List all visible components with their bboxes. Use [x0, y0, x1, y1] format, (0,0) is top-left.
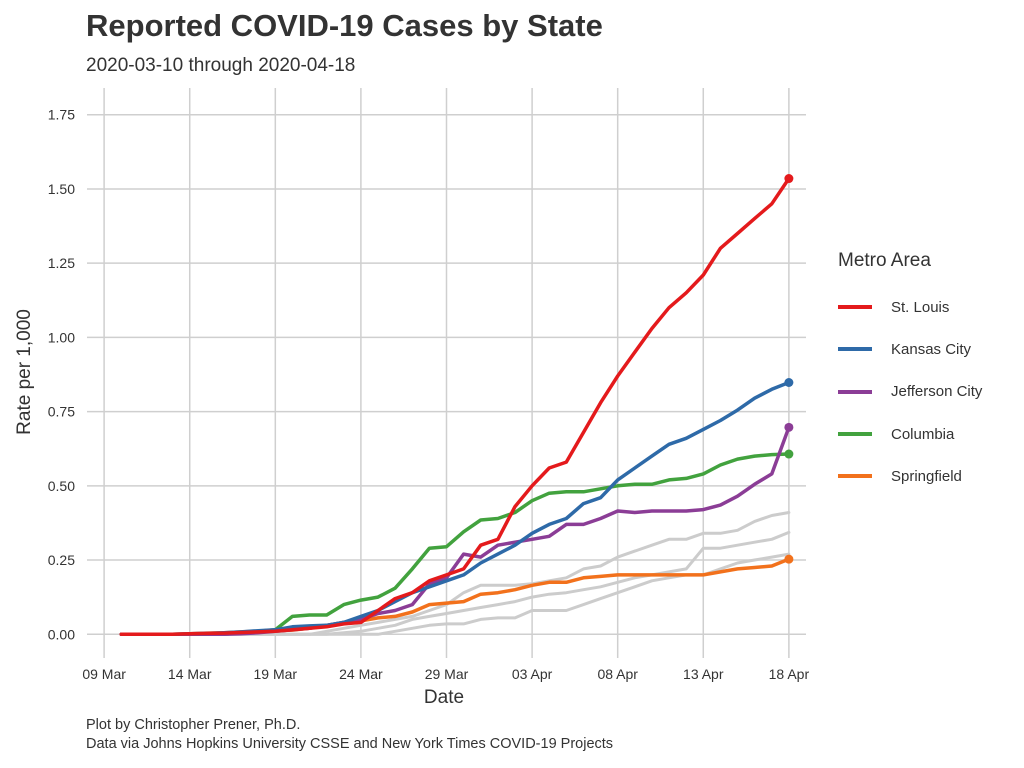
y-tick-label: 1.00: [48, 329, 75, 345]
x-tick-label: 14 Mar: [168, 666, 212, 682]
y-tick-label: 0.00: [48, 626, 75, 642]
x-tick-label: 19 Mar: [254, 666, 298, 682]
series-endpoint-kansas-city: [784, 378, 794, 387]
chart-subtitle: 2020-03-10 through 2020-04-18: [86, 55, 356, 76]
x-tick-label: 13 Apr: [683, 666, 724, 682]
legend-label-columbia: Columbia: [891, 425, 955, 443]
y-tick-label: 0.25: [48, 552, 75, 568]
legend-key-columbia: [838, 432, 872, 437]
y-tick-label: 1.25: [48, 255, 75, 271]
legend-label-jefferson-city: Jefferson City: [891, 383, 983, 401]
legend-title: Metro Area: [838, 250, 931, 271]
series-line-other: [119, 530, 791, 636]
legend-item-springfield: Springfield: [838, 455, 982, 497]
legend-key-springfield: [838, 474, 872, 479]
x-tick-label: 09 Mar: [82, 666, 126, 682]
chart-title: Reported COVID-19 Cases by State: [86, 8, 603, 43]
y-tick-label: 1.75: [48, 107, 75, 123]
legend-item-st-louis: St. Louis: [838, 286, 982, 328]
series-line-kansas-city: [119, 380, 791, 637]
series-line-st-louis: [119, 176, 791, 637]
legend-item-columbia: Columbia: [838, 413, 982, 455]
x-tick-label: 03 Apr: [512, 666, 553, 682]
y-tick-label: 0.75: [48, 404, 75, 420]
legend-item-jefferson-city: Jefferson City: [838, 371, 982, 413]
grid-layer: [87, 88, 806, 658]
legend-key-jefferson-city: [838, 389, 872, 394]
legend-label-kansas-city: Kansas City: [891, 340, 972, 358]
series-endpoint-columbia: [784, 449, 794, 459]
caption-source: Data via Johns Hopkins University CSSE a…: [86, 736, 614, 752]
legend-label-springfield: Springfield: [891, 467, 962, 485]
series-endpoint-springfield: [784, 554, 794, 564]
highlight-series-layer: [119, 174, 794, 637]
legend-key-st-louis: [838, 305, 872, 310]
legend-items: St. Louis Kansas City Jefferson City Columb…: [838, 286, 982, 497]
y-tick-label: 1.50: [48, 181, 75, 197]
series-endpoint-jefferson-city: [784, 422, 794, 432]
series-endpoint-st-louis: [784, 174, 794, 184]
y-tick-label: 0.50: [48, 478, 75, 494]
series-line-columbia: [119, 452, 791, 637]
x-tick-label: 24 Mar: [339, 666, 383, 682]
legend-label-st-louis: St. Louis: [891, 298, 950, 316]
x-axis-label: Date: [424, 687, 464, 708]
legend-item-kansas-city: Kansas City: [838, 328, 982, 370]
x-tick-label: 18 Apr: [769, 666, 810, 682]
legend: Metro Area St. Louis Kansas City Jefferson…: [838, 250, 982, 497]
x-tick-label: 08 Apr: [597, 666, 638, 682]
legend-key-kansas-city: [838, 347, 872, 352]
caption-author: Plot by Christopher Prener, Ph.D.: [86, 717, 301, 733]
tick-label-layer: 09 Mar 14 Mar 19 Mar 24 Mar 29 Mar 03 Apr 08 A…: [48, 107, 810, 682]
x-tick-label: 29 Mar: [425, 666, 469, 682]
y-axis-label: Rate per 1,000: [14, 309, 35, 435]
